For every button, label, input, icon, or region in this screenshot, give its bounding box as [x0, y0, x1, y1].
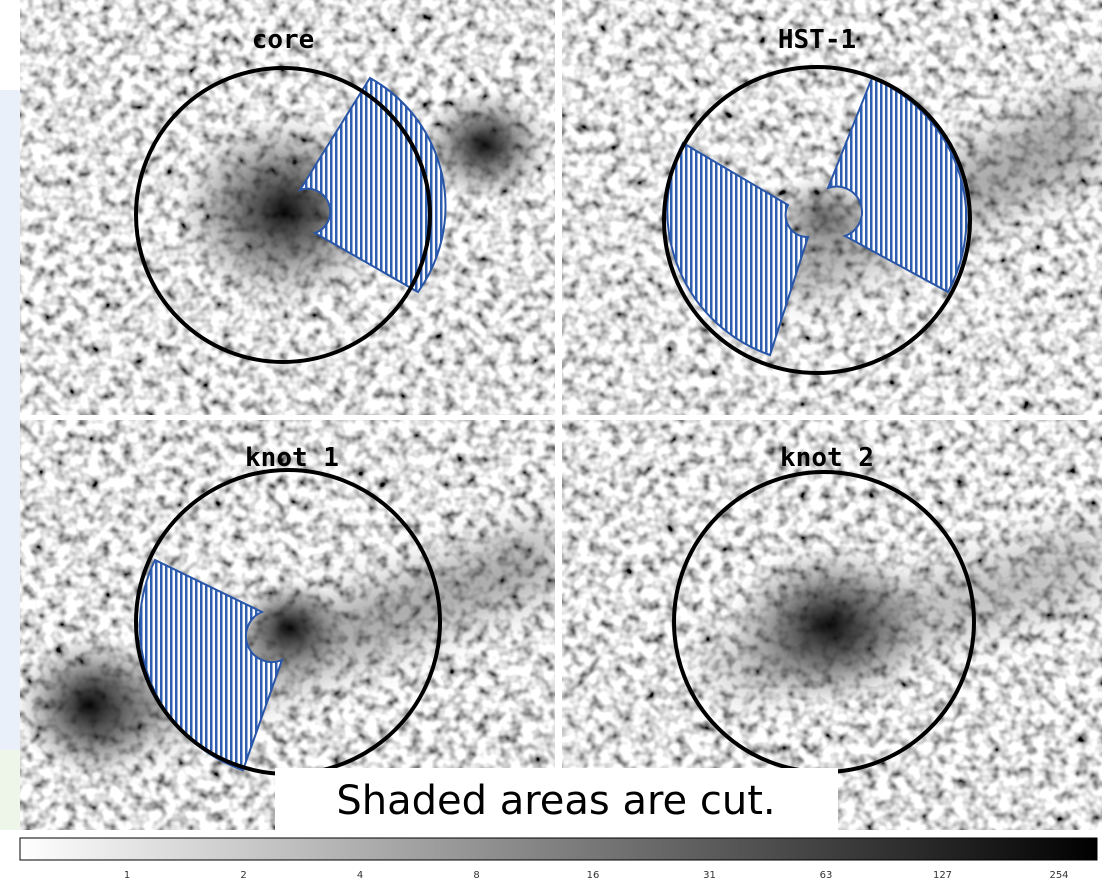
colorbar-tick-label: 16	[587, 870, 600, 881]
colorbar-tick-label: 2	[240, 870, 246, 881]
colorbar-ticks: 1 2 4 8 16 31 63 127 254	[124, 870, 1069, 881]
panel-label: knot 1	[245, 443, 339, 473]
panel-label: knot 2	[780, 443, 874, 473]
colorbar-tick-label: 4	[357, 870, 363, 881]
panel-label: core	[252, 25, 315, 55]
colorbar-tick-label: 8	[473, 870, 479, 881]
colorbar-tick-label: 31	[703, 870, 716, 881]
colorbar	[20, 838, 1097, 860]
colorbar-tick-label: 1	[124, 870, 130, 881]
side-strip	[0, 750, 20, 830]
colorbar-tick-label: 63	[820, 870, 833, 881]
side-strip	[0, 90, 20, 750]
panel-label: HST-1	[778, 25, 856, 55]
panel-image	[562, 0, 1102, 415]
colorbar-tick-label: 254	[1049, 870, 1068, 881]
panel-image	[20, 0, 555, 415]
colorbar-tick-label: 127	[933, 870, 952, 881]
caption: Shaded areas are cut.	[336, 778, 775, 824]
figure: core HST-1 knot 1 knot 2 Shaded areas ar…	[0, 0, 1102, 884]
page: core HST-1 knot 1 knot 2 Shaded areas ar…	[0, 0, 1102, 884]
